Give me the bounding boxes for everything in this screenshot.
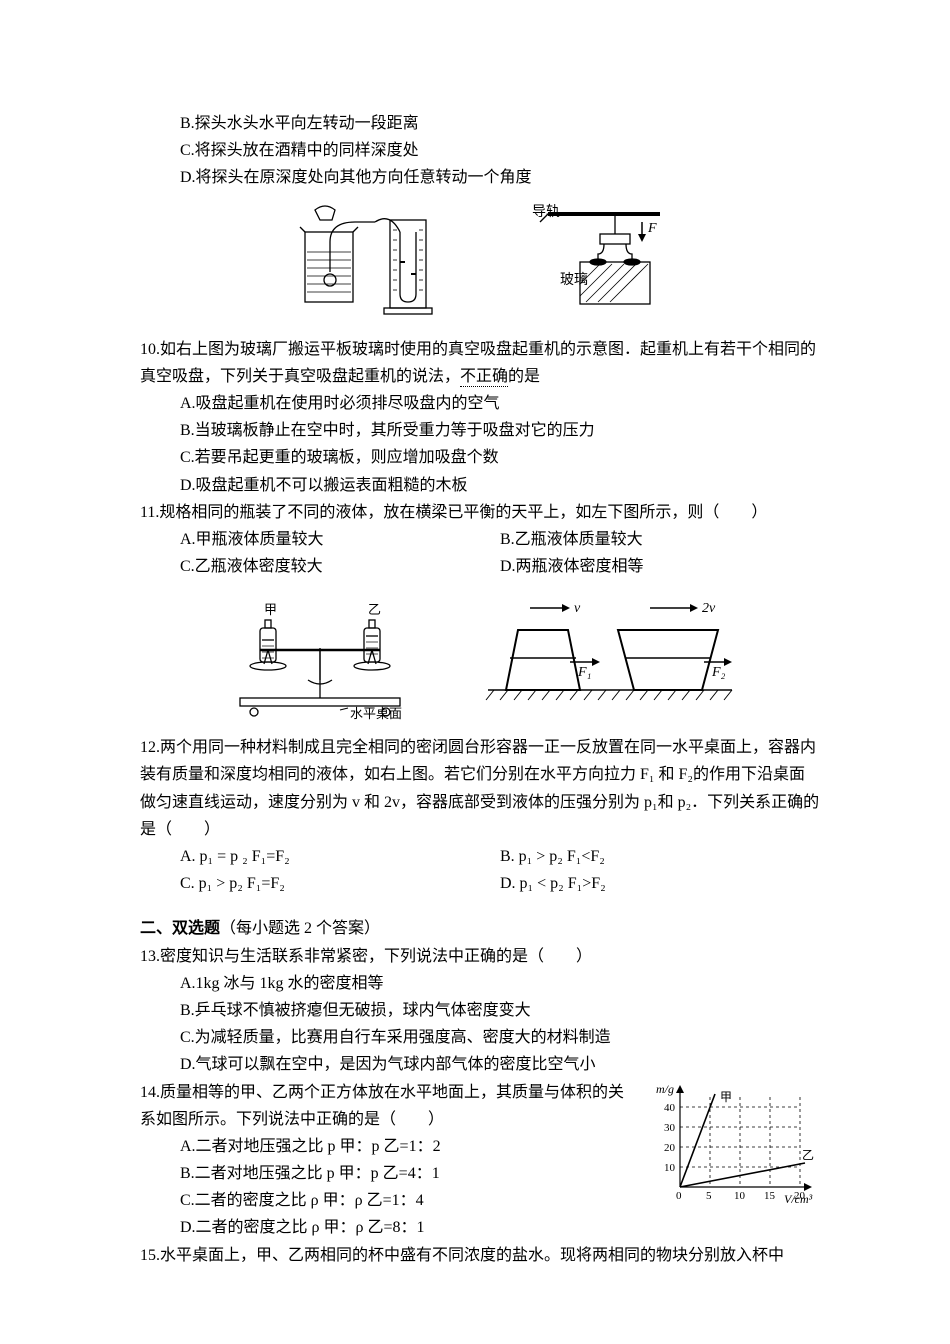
crane-label-f: F bbox=[647, 221, 657, 236]
q13-option-d: D.气球可以飘在空中，是因为气球内部气体的密度比空气小 bbox=[140, 1051, 820, 1078]
q14-text: 14.质量相等的甲、乙两个正方体放在水平地面上，其质量与体积的关系如图所示。下列… bbox=[140, 1079, 638, 1242]
q14-option-a: A.二者对地压强之比 p 甲：p 乙=1：2 bbox=[140, 1133, 638, 1160]
q14-wrap: 14.质量相等的甲、乙两个正方体放在水平地面上，其质量与体积的关系如图所示。下列… bbox=[140, 1079, 820, 1242]
q10-option-d: D.吸盘起重机不可以搬运表面粗糙的木板 bbox=[140, 472, 820, 499]
chart-xtick-10: 10 bbox=[734, 1190, 746, 1202]
cones-label-v: v bbox=[574, 601, 581, 616]
chart-series-jia: 甲 bbox=[720, 1090, 732, 1104]
q12-options: A. p₁ = p ₂ F₁=F₂ B. p₁ > p₂ F₁<F₂ C. p₁… bbox=[140, 843, 820, 897]
q10-option-c: C.若要吊起更重的玻璃板，则应增加吸盘个数 bbox=[140, 444, 820, 471]
section-2-heading: 二、双选题（每小题选 2 个答案） bbox=[140, 915, 820, 942]
figure-row-2: 甲 乙 水平桌面 bbox=[140, 590, 820, 720]
figure-cones: v 2v F₁ F₂ bbox=[480, 590, 740, 720]
chart-xtick-20: 20 bbox=[794, 1190, 806, 1202]
cones-label-f2: F₂ bbox=[711, 665, 726, 680]
q14-option-b: B.二者对地压强之比 p 甲：p 乙=4：1 bbox=[140, 1160, 638, 1187]
q10-stem-tail: 的是 bbox=[508, 368, 540, 385]
q11-stem: 11.规格相同的瓶装了不同的液体，放在横梁已平衡的天平上，如左下图所示，则（ ） bbox=[140, 499, 820, 526]
chart-xtick-5: 5 bbox=[706, 1190, 712, 1202]
manometer-svg bbox=[290, 202, 460, 322]
q14-stem: 14.质量相等的甲、乙两个正方体放在水平地面上，其质量与体积的关系如图所示。下列… bbox=[140, 1079, 638, 1133]
figure-balance: 甲 乙 水平桌面 bbox=[220, 590, 420, 720]
q13-option-a: A.1kg 冰与 1kg 水的密度相等 bbox=[140, 970, 820, 997]
chart-series-yi: 乙 bbox=[802, 1148, 814, 1162]
q14-option-c: C.二者的密度之比 ρ 甲：ρ 乙=1：4 bbox=[140, 1187, 638, 1214]
q12-option-b: B. p₁ > p₂ F₁<F₂ bbox=[500, 843, 820, 870]
figure-crane: 导轨 玻璃 F bbox=[520, 202, 670, 322]
q13-stem: 13.密度知识与生活联系非常紧密，下列说法中正确的是（ ） bbox=[140, 943, 820, 970]
section-2-title: 二、双选题 bbox=[140, 920, 220, 937]
q11-option-b: B.乙瓶液体质量较大 bbox=[500, 526, 820, 553]
figure-manometer bbox=[290, 202, 460, 322]
chart-ytick-20: 20 bbox=[664, 1142, 676, 1154]
crane-label-rail: 导轨 bbox=[532, 204, 560, 220]
crane-svg: 导轨 玻璃 F bbox=[520, 202, 670, 322]
q10-option-b: B.当玻璃板静止在空中时，其所受重力等于吸盘对它的压力 bbox=[140, 417, 820, 444]
balance-label-yi: 乙 bbox=[368, 602, 381, 617]
chart-ytick-30: 30 bbox=[664, 1122, 676, 1134]
q12-option-c: C. p₁ > p₂ F₁=F₂ bbox=[180, 870, 500, 897]
cones-label-2v: 2v bbox=[702, 601, 716, 616]
crane-label-glass: 玻璃 bbox=[560, 271, 588, 288]
q11-option-c: C.乙瓶液体密度较大 bbox=[180, 553, 500, 580]
q10-option-a: A.吸盘起重机在使用时必须排尽吸盘内的空气 bbox=[140, 390, 820, 417]
q12-option-a: A. p₁ = p ₂ F₁=F₂ bbox=[180, 843, 500, 870]
q9-option-d: D.将探头在原深度处向其他方向任意转动一个角度 bbox=[140, 164, 820, 191]
q10-negation: 不正确 bbox=[460, 368, 508, 387]
q9-option-b: B.探头水头水平向左转动一段距离 bbox=[140, 110, 820, 137]
q12-option-d: D. p₁ < p₂ F₁>F₂ bbox=[500, 870, 820, 897]
section-2-note: （每小题选 2 个答案） bbox=[220, 920, 380, 937]
q13-option-c: C.为减轻质量，比赛用自行车采用强度高、密度大的材料制造 bbox=[140, 1024, 820, 1051]
q11-option-a: A.甲瓶液体质量较大 bbox=[180, 526, 500, 553]
q11-options: A.甲瓶液体质量较大 B.乙瓶液体质量较大 C.乙瓶液体密度较大 D.两瓶液体密… bbox=[140, 526, 820, 580]
q13-option-b: B.乒乓球不慎被挤瘪但无破损，球内气体密度变大 bbox=[140, 997, 820, 1024]
chart-ytick-10: 10 bbox=[664, 1162, 676, 1174]
chart-xtick-15: 15 bbox=[764, 1190, 776, 1202]
q14-option-d: D.二者的密度之比 ρ 甲：ρ 乙=8：1 bbox=[140, 1214, 638, 1241]
chart-origin: 0 bbox=[676, 1190, 682, 1202]
chart-ylabel: m/g bbox=[656, 1082, 674, 1096]
balance-label-jia: 甲 bbox=[264, 602, 277, 617]
q14-chart: m/g V/cm³ 甲 乙 10 20 30 40 0 5 10 15 20 bbox=[650, 1079, 820, 1218]
exam-page: B.探头水头水平向左转动一段距离 C.将探头放在酒精中的同样深度处 D.将探头在… bbox=[0, 0, 950, 1329]
figure-row-1: 导轨 玻璃 F bbox=[140, 202, 820, 322]
q14-chart-svg: m/g V/cm³ 甲 乙 10 20 30 40 0 5 10 15 20 bbox=[650, 1079, 820, 1209]
q10-stem: 10.如右上图为玻璃厂搬运平板玻璃时使用的真空吸盘起重机的示意图．起重机上有若干… bbox=[140, 336, 820, 390]
cones-label-f1: F₁ bbox=[577, 665, 591, 680]
q11-option-d: D.两瓶液体密度相等 bbox=[500, 553, 820, 580]
chart-ytick-40: 40 bbox=[664, 1102, 676, 1114]
balance-label-table: 水平桌面 bbox=[350, 706, 402, 720]
q12-stem: 12.两个用同一种材料制成且完全相同的密闭圆台形容器一正一反放置在同一水平桌面上… bbox=[140, 734, 820, 843]
balance-svg: 甲 乙 水平桌面 bbox=[220, 590, 420, 720]
q9-option-c: C.将探头放在酒精中的同样深度处 bbox=[140, 137, 820, 164]
q15-stem: 15.水平桌面上，甲、乙两相同的杯中盛有不同浓度的盐水。现将两相同的物块分别放入… bbox=[140, 1242, 820, 1269]
cones-svg: v 2v F₁ F₂ bbox=[480, 590, 740, 710]
